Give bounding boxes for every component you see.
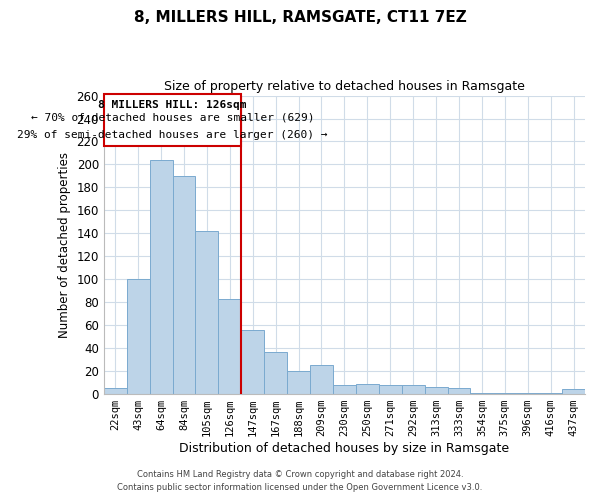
Bar: [196, 231, 218, 394]
Bar: [493, 393, 516, 394]
Bar: [287, 371, 310, 394]
Text: 8, MILLERS HILL, RAMSGATE, CT11 7EZ: 8, MILLERS HILL, RAMSGATE, CT11 7EZ: [134, 10, 466, 25]
Bar: [127, 280, 149, 394]
FancyBboxPatch shape: [104, 94, 241, 146]
Bar: [218, 299, 241, 394]
Bar: [356, 384, 379, 394]
Bar: [104, 388, 127, 394]
Bar: [173, 176, 196, 394]
X-axis label: Distribution of detached houses by size in Ramsgate: Distribution of detached houses by size …: [179, 442, 509, 455]
Bar: [516, 393, 539, 394]
Bar: [539, 393, 562, 394]
Bar: [401, 385, 425, 394]
Bar: [379, 385, 401, 394]
Bar: [562, 390, 585, 394]
Title: Size of property relative to detached houses in Ramsgate: Size of property relative to detached ho…: [164, 80, 525, 93]
Bar: [149, 160, 173, 394]
Y-axis label: Number of detached properties: Number of detached properties: [58, 152, 71, 338]
Bar: [333, 385, 356, 394]
Text: Contains HM Land Registry data © Crown copyright and database right 2024.
Contai: Contains HM Land Registry data © Crown c…: [118, 470, 482, 492]
Text: 8 MILLERS HILL: 126sqm: 8 MILLERS HILL: 126sqm: [98, 100, 247, 110]
Bar: [264, 352, 287, 394]
Bar: [470, 393, 493, 394]
Text: ← 70% of detached houses are smaller (629): ← 70% of detached houses are smaller (62…: [31, 113, 314, 123]
Bar: [310, 366, 333, 394]
Bar: [448, 388, 470, 394]
Text: 29% of semi-detached houses are larger (260) →: 29% of semi-detached houses are larger (…: [17, 130, 328, 140]
Bar: [241, 330, 264, 394]
Bar: [425, 387, 448, 394]
